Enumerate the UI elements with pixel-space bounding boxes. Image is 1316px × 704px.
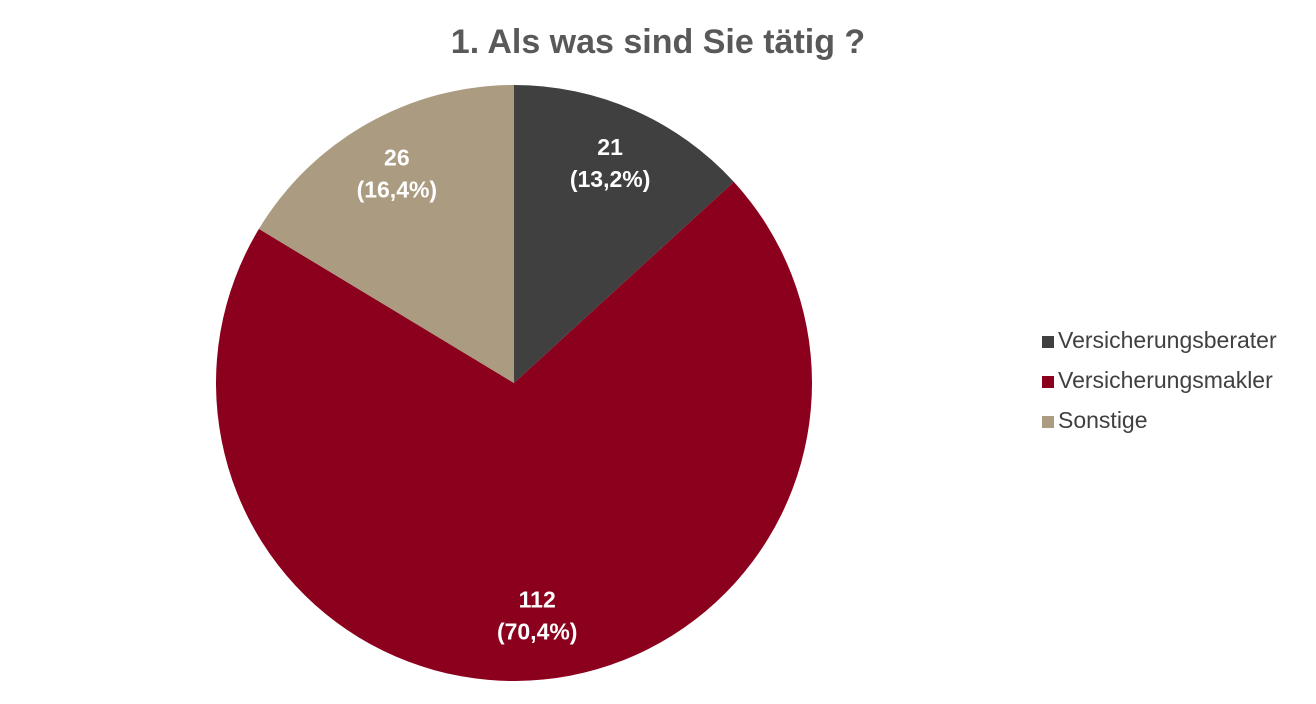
- data-label-percent: (16,4%): [357, 176, 438, 202]
- legend-label: Versicherungsmakler: [1058, 367, 1273, 393]
- legend-swatch: [1042, 336, 1054, 348]
- pie-slice: [514, 85, 734, 383]
- data-label: 112: [519, 586, 556, 612]
- data-label: 21: [597, 134, 623, 160]
- chart-title: 1. Als was sind Sie tätig ?: [451, 23, 865, 61]
- pie-slice: [216, 181, 812, 682]
- data-label-percent: (70,4%): [497, 618, 578, 644]
- legend-swatch: [1042, 376, 1054, 388]
- pie-slice: [258, 85, 514, 383]
- legend-label: Sonstige: [1058, 407, 1148, 433]
- legend-swatch: [1042, 416, 1054, 428]
- data-label: 26: [384, 144, 410, 170]
- legend-label: Versicherungsberater: [1058, 327, 1277, 353]
- data-label-percent: (13,2%): [570, 166, 651, 192]
